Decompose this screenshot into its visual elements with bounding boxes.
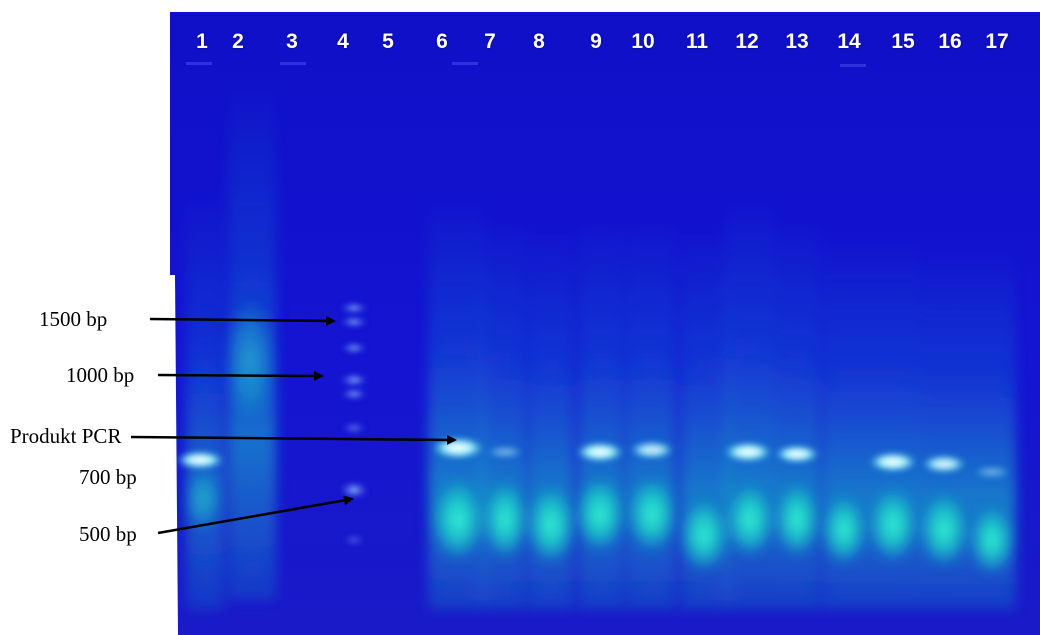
primer-blob [226,300,274,420]
primer-blob [726,484,774,556]
primer-blob [628,479,676,551]
primer-blob [680,499,728,571]
lane-number: 2 [232,30,244,53]
ladder-band [340,374,368,386]
pcr-band [974,466,1010,478]
lane-number: 9 [590,30,602,53]
pcr-band [775,445,819,463]
pcr-band [176,451,224,469]
lane-number: 12 [735,30,759,53]
lane-smear [186,190,224,610]
primer-blob [775,484,819,556]
ladder-band [342,423,366,433]
ladder-band [343,535,365,545]
lane-smear [578,220,624,610]
lane-number: 11 [685,30,709,53]
ladder-bands [340,303,368,545]
primer-blob [822,496,866,564]
ladder-band [341,389,367,399]
lane-number: 10 [631,30,655,53]
primer-blob [869,489,917,561]
pcr-bands [176,437,1010,478]
primer-blob [970,506,1014,574]
lane-number: 14 [837,30,861,53]
pcr-band [576,442,624,462]
lane-number: 16 [938,30,962,53]
lane-smear [626,220,676,610]
well [186,62,212,65]
pcr-product-label: Produkt PCR [10,424,122,448]
ladder-band [340,482,368,498]
marker-label-500: 500 bp [79,522,137,546]
ladder-band [341,343,367,353]
pcr-band [432,437,484,459]
well [280,62,306,65]
pcr-band [869,452,917,472]
lane-number: 5 [382,30,394,53]
pcr-band [724,442,772,462]
ladder-band [340,317,368,327]
well [840,64,866,67]
primer-blob [576,479,624,551]
pcr-band [487,446,523,458]
marker-label-1000: 1000 bp [66,363,135,387]
lane-number: 7 [484,30,496,53]
lane-number: 6 [436,30,448,53]
lane-number: 8 [533,30,545,53]
wells [186,62,866,67]
lane-number: 1 [196,30,208,53]
lane-number: 4 [337,30,349,53]
primer-blob [920,494,968,566]
pcr-band [630,441,674,459]
primer-blobs [185,300,1014,574]
well [452,62,478,65]
ladder-band [340,303,368,313]
lane-number: 3 [286,30,298,53]
primer-blob [432,480,484,560]
primer-blob [527,487,575,563]
marker-label-1500: 1500 bp [39,307,108,331]
marker-label-700: 700 bp [79,465,137,489]
primer-blob [483,482,527,558]
pcr-band [922,455,966,473]
lane-number: 17 [985,30,1009,53]
lane-number: 13 [785,30,809,53]
lane-number: 15 [891,30,915,53]
primer-blob [185,470,221,530]
